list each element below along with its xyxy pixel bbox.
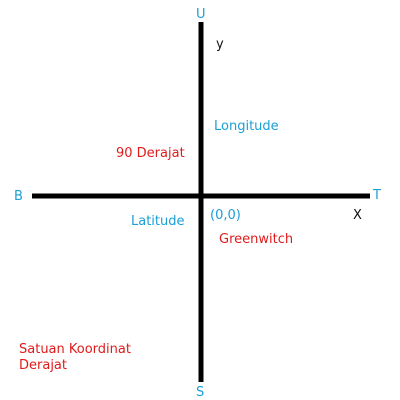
origin-label: (0,0) (210, 208, 241, 223)
x-axis-label: X (353, 208, 362, 223)
unit-note-line-1: Satuan Koordinat (19, 342, 131, 357)
y-axis-label: y (216, 37, 224, 52)
unit-note-line-2: Derajat (19, 358, 67, 373)
meridian-label: Greenwitch (219, 232, 294, 247)
west-label: B (14, 189, 23, 204)
unit-note: Satuan Koordinat Derajat (19, 342, 179, 374)
degree-label: 90 Derajat (116, 146, 185, 161)
south-label: S (196, 385, 205, 400)
north-label: U (196, 7, 206, 22)
latitude-label: Latitude (131, 214, 185, 229)
longitude-label: Longitude (214, 119, 279, 134)
east-label: T (373, 188, 381, 203)
